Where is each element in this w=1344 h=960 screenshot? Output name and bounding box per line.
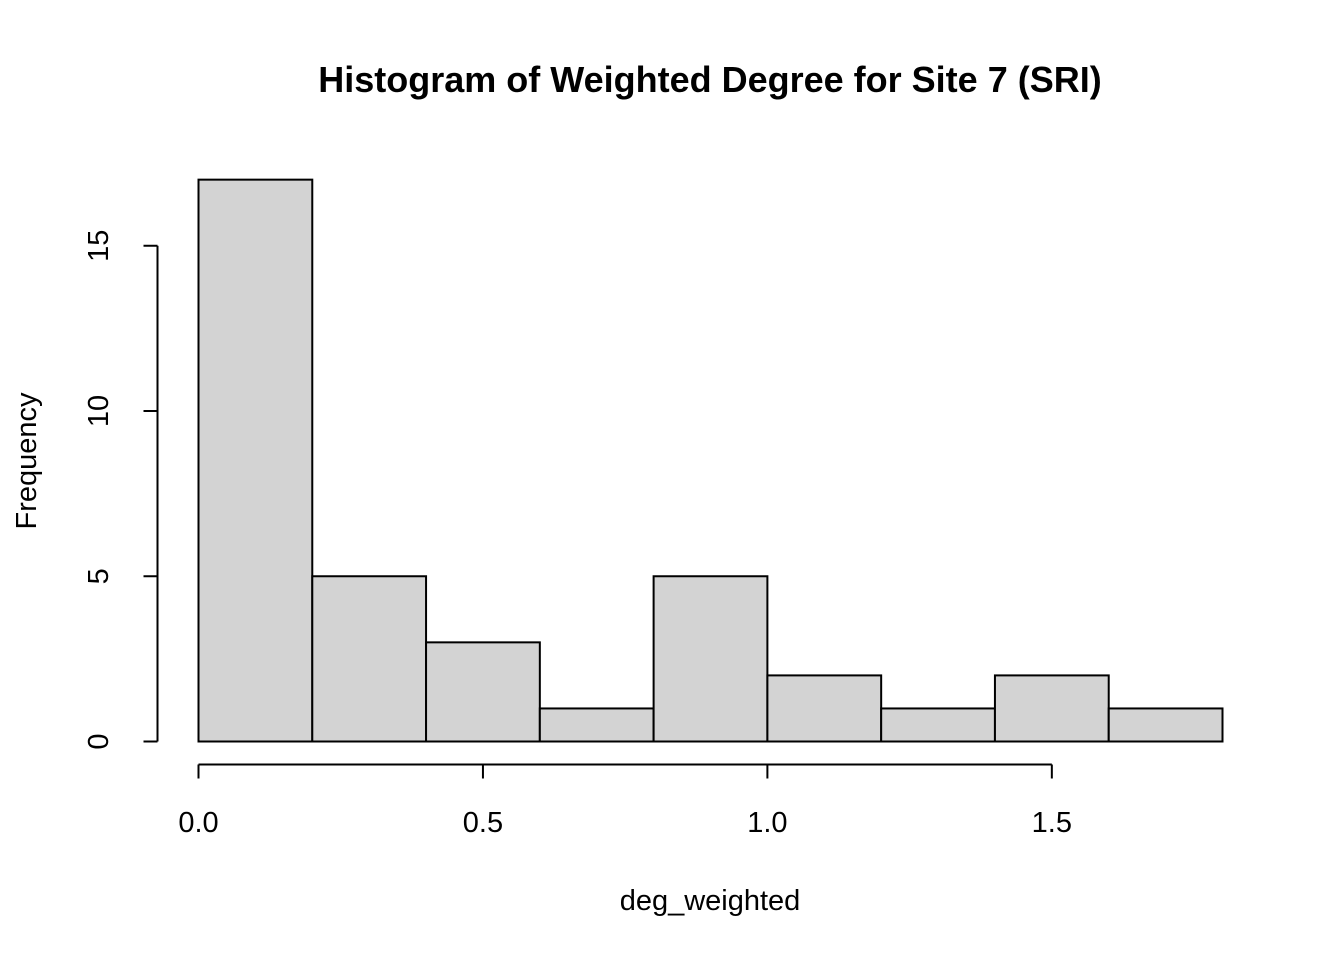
x-axis: 0.0 0.5 1.0 1.5 <box>178 763 1072 839</box>
histogram-bar-3 <box>538 707 655 743</box>
histogram-bar-8 <box>1107 707 1224 743</box>
histogram-bar-2 <box>425 641 541 743</box>
x-tick-label-1: 0.5 <box>463 807 503 839</box>
histogram-bar-5 <box>766 674 883 743</box>
x-tick-label-0: 0.0 <box>178 807 218 839</box>
histogram-bar-1 <box>311 575 428 743</box>
y-tick-label-2: 10 <box>83 395 115 427</box>
y-axis-label: Frequency <box>11 392 43 530</box>
histogram-bar-4 <box>652 575 769 743</box>
chart-title: Histogram of Weighted Degree for Site 7 … <box>318 59 1101 100</box>
x-tick-label-2: 1.0 <box>747 807 787 839</box>
x-axis-label: deg_weighted <box>620 885 801 917</box>
y-tick-label-3: 15 <box>83 230 115 262</box>
histogram-bar-0 <box>197 178 314 743</box>
y-tick-label-1: 5 <box>83 568 115 584</box>
histogram-bar-6 <box>880 707 996 743</box>
y-tick-label-0: 0 <box>83 733 115 749</box>
x-tick-label-3: 1.5 <box>1032 807 1072 839</box>
bars-group <box>197 178 1224 743</box>
histogram-bar-7 <box>993 674 1110 743</box>
y-axis: 0 5 10 15 <box>83 230 159 750</box>
